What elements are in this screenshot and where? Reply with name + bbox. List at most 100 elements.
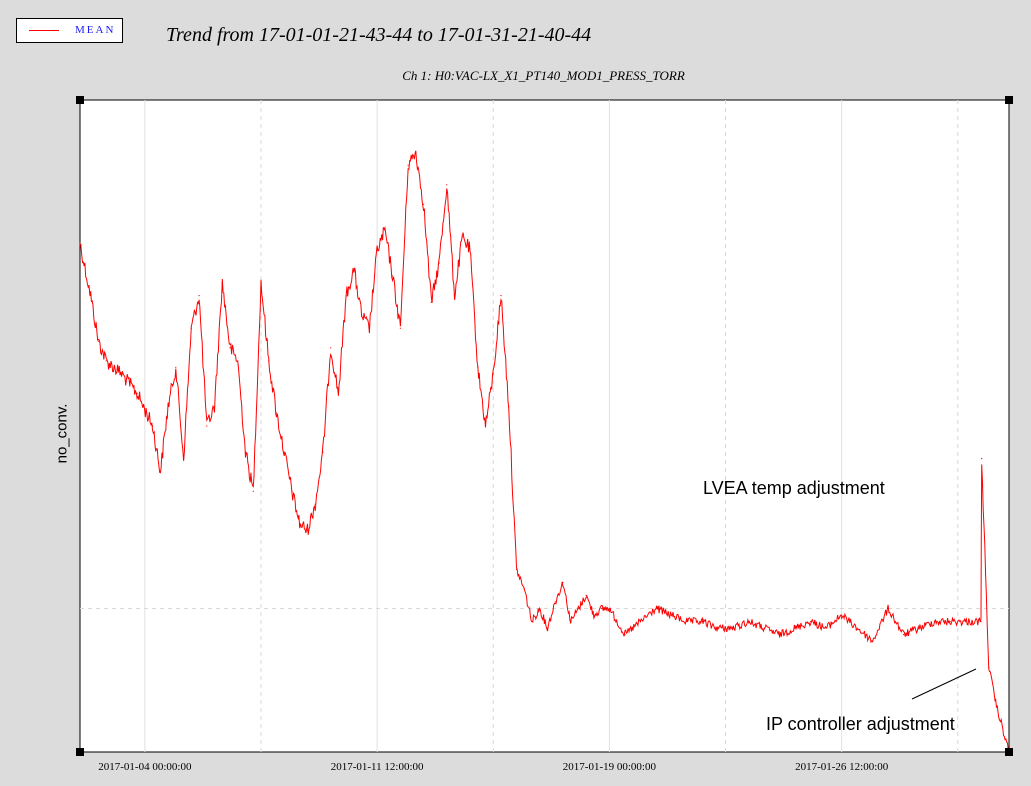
data-point [198,295,200,297]
data-point [717,627,719,629]
data-point [810,621,812,623]
data-point [438,262,440,264]
data-point [167,405,169,407]
legend-line-swatch [29,30,59,31]
data-point [97,340,99,342]
annotation-ip-pointer [911,668,977,700]
data-point [949,621,951,623]
series-group [79,150,1010,753]
data-point [159,471,161,473]
plot-area [79,99,1010,753]
data-point [500,295,502,297]
data-point [314,503,316,505]
corner-markers [76,96,1013,756]
data-point [206,425,208,427]
data-point [213,405,216,407]
data-point [430,301,432,303]
data-point [964,621,967,623]
annotation-ip: IP controller adjustment [766,714,955,734]
data-point [345,295,347,297]
data-point [562,581,564,584]
data-point [670,614,672,616]
chart-subtitle: Ch 1: H0:VAC-LX_X1_PT140_MOD1_PRESS_TORR [402,68,685,83]
data-point [244,451,247,453]
data-point [515,568,518,571]
data-point [392,275,394,277]
series-line-mean [79,150,1010,753]
data-point [291,490,293,492]
data-point [175,366,177,368]
corner-marker-tr [1005,96,1013,104]
data-point [268,360,270,362]
data-point [376,249,378,251]
data-point [79,242,81,244]
x-tick-labels: 2017-01-04 00:00:00 2017-01-11 12:00:00 20… [98,761,888,773]
data-point [105,360,107,362]
data-point [624,634,626,636]
data-point [732,627,734,629]
data-point [260,282,262,284]
data-point [995,705,998,708]
data-point [903,634,905,636]
data-point [384,229,386,231]
data-point [353,268,355,271]
data-point [461,236,463,238]
data-point [221,282,223,284]
data-point [508,405,510,407]
grid-lines [80,100,1009,752]
data-point [368,327,370,329]
data-point [90,295,92,297]
data-point [887,608,889,610]
data-point [299,523,301,525]
data-point [554,601,556,603]
data-point [701,621,703,623]
data-point [477,366,479,368]
data-point [585,594,587,597]
data-point [322,451,324,453]
legend: MEAN [16,18,123,43]
data-point [337,392,339,394]
data-point [748,621,750,623]
data-point [639,621,642,623]
chart-title: Trend from 17-01-01-21-43-44 to 17-01-31… [166,24,592,46]
data-point [841,614,843,616]
data-point [577,608,580,610]
data-point [856,627,858,629]
data-point [423,203,425,205]
data-point [229,347,231,349]
data-point [779,634,781,636]
data-point [183,458,185,460]
data-point [407,164,409,166]
data-point [237,360,239,362]
data-point [531,621,533,623]
legend-label: MEAN [75,24,116,36]
data-point [686,621,688,623]
data-point [825,627,827,629]
data-point [608,608,611,610]
data-point [136,392,138,394]
data-point [492,373,494,375]
data-point [655,608,657,610]
data-point [981,458,983,460]
data-point [484,425,487,427]
data-point [523,588,525,590]
data-point [570,621,572,623]
x-tick-label: 2017-01-04 00:00:00 [98,761,192,773]
data-point [934,621,936,623]
corner-marker-tl [76,96,84,104]
data-point [469,249,471,251]
x-tick-label: 2017-01-11 12:00:00 [331,761,424,773]
corner-marker-bl [76,748,84,756]
data-point [306,529,309,531]
x-tick-label: 2017-01-19 00:00:00 [563,761,657,773]
data-point [988,666,990,668]
data-point [361,314,363,316]
data-point [593,614,595,616]
data-point [399,327,401,329]
data-point [275,412,278,414]
data-point [546,627,549,629]
data-point [330,347,332,349]
x-tick-label: 2017-01-26 12:00:00 [795,761,889,773]
corner-marker-br [1005,748,1013,756]
